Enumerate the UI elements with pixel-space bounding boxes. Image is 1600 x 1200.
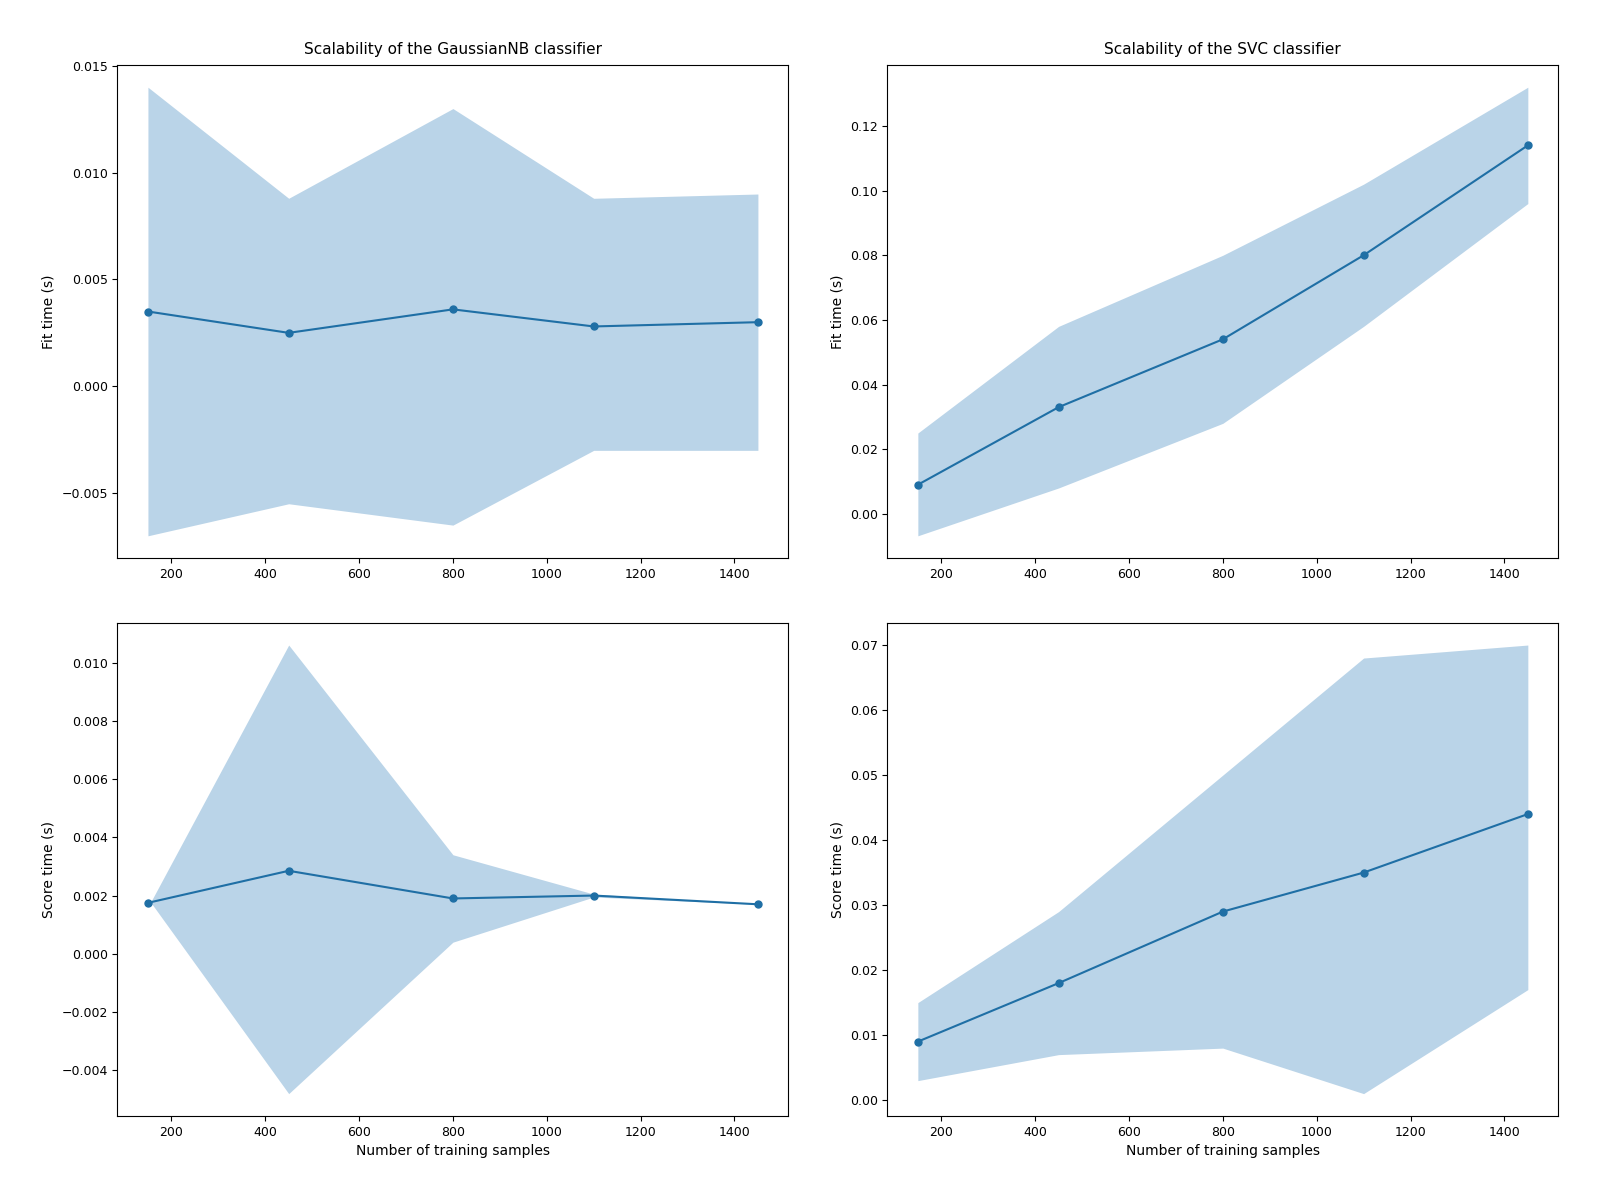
Y-axis label: Score time (s): Score time (s) <box>42 821 56 918</box>
Title: Scalability of the SVC classifier: Scalability of the SVC classifier <box>1104 42 1341 56</box>
Y-axis label: Fit time (s): Fit time (s) <box>42 275 56 349</box>
Title: Scalability of the GaussianNB classifier: Scalability of the GaussianNB classifier <box>304 42 602 56</box>
Y-axis label: Fit time (s): Fit time (s) <box>830 275 845 349</box>
X-axis label: Number of training samples: Number of training samples <box>355 1145 550 1158</box>
X-axis label: Number of training samples: Number of training samples <box>1126 1145 1320 1158</box>
Y-axis label: Score time (s): Score time (s) <box>830 821 845 918</box>
